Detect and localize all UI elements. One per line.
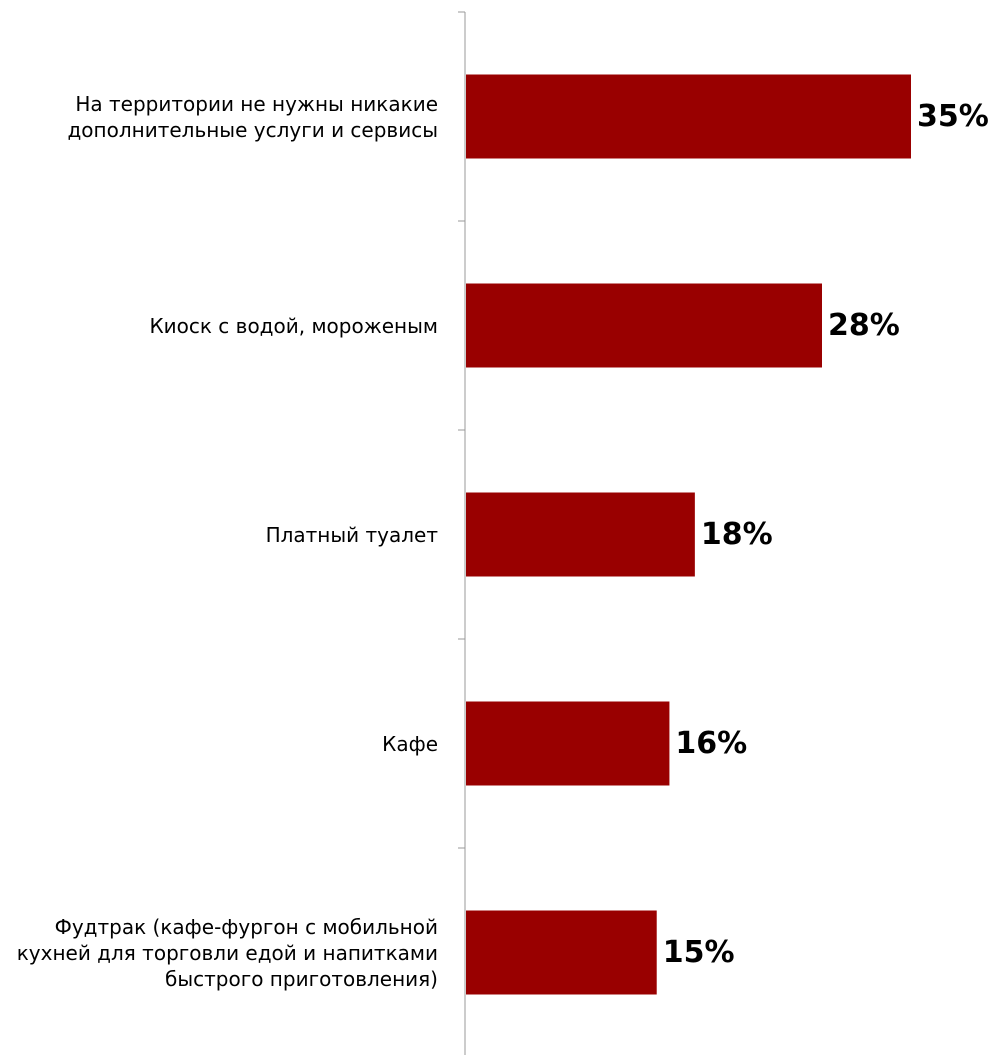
category-label: Киоск с водой, мороженым: [149, 313, 438, 339]
category-label-line: Кафе: [382, 731, 438, 756]
category-label-line: Киоск с водой, мороженым: [149, 313, 438, 338]
bar: [466, 910, 657, 995]
bar: [466, 701, 670, 786]
category-label-line: Фудтрак (кафе-фургон с мобильной: [54, 914, 438, 939]
value-label: 16%: [675, 725, 748, 761]
value-label: 15%: [662, 934, 735, 970]
bar: [466, 74, 911, 159]
category-label-line: кухней для торговли едой и напитками: [16, 940, 438, 965]
category-label: Фудтрак (кафе-фургон с мобильной кухней д…: [17, 914, 438, 992]
bar: [466, 283, 822, 368]
value-label: 35%: [917, 98, 989, 134]
category-label-line: дополнительные услуги и сервисы: [67, 117, 438, 142]
value-label: 28%: [828, 307, 900, 343]
category-label: На территории не нужны никакие дополнител…: [67, 91, 438, 143]
value-label: 18%: [700, 516, 773, 552]
bar: [466, 492, 695, 577]
category-label: Платный туалет: [266, 522, 438, 548]
category-label-line: Платный туалет: [265, 522, 438, 547]
category-label-line: На территории не нужны никакие: [75, 91, 438, 116]
category-label: Кафе: [382, 731, 438, 757]
category-label-line: быстрого приготовления): [165, 966, 438, 991]
